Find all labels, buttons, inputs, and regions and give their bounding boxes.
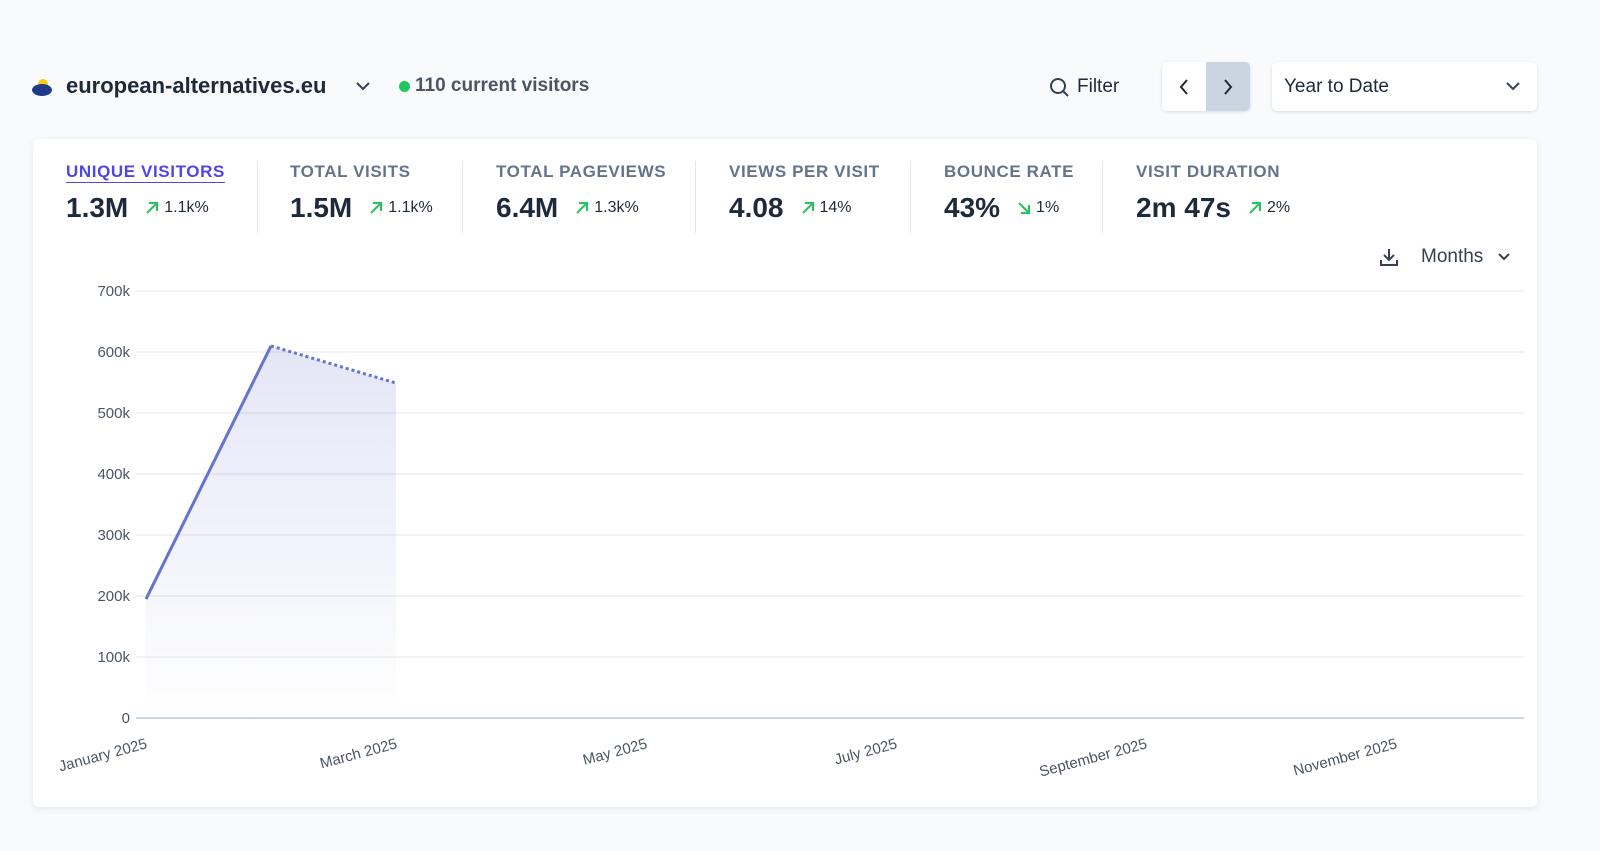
- y-tick-label: 500k: [97, 405, 130, 422]
- arrow-path: [146, 202, 159, 214]
- change-text: 2%: [1266, 199, 1291, 216]
- site-chevron[interactable]: [354, 79, 372, 93]
- metric-label: VISIT DURATION: [1136, 162, 1281, 181]
- metric[interactable]: VIEWS PER VISIT 4.08 14%: [729, 162, 880, 224]
- metric[interactable]: TOTAL PAGEVIEWS 6.4M 1.3k%: [496, 162, 666, 224]
- metric-value: 6.4M: [496, 192, 559, 223]
- metric-change: 2%: [1247, 199, 1290, 217]
- metric-change: 1.3k%: [574, 199, 639, 217]
- y-tick-label: 200k: [97, 588, 130, 605]
- metric-change: 1%: [1016, 199, 1059, 217]
- metric-value: 1.3M: [66, 192, 129, 223]
- metric-divider: [910, 161, 911, 233]
- live-dot: [399, 81, 410, 92]
- line-incomplete: [270, 344, 397, 385]
- metric-change: 14%: [800, 199, 852, 217]
- site-icon: [32, 79, 52, 96]
- change-arrow: [801, 202, 814, 214]
- metric-label: BOUNCE RATE: [944, 162, 1075, 181]
- metric-divider: [1102, 161, 1103, 233]
- metric[interactable]: TOTAL VISITS 1.5M 1.1k%: [290, 162, 433, 224]
- metric-change: 1.1k%: [144, 199, 209, 217]
- metric-label: TOTAL VISITS: [290, 162, 411, 181]
- change-text: 1%: [1036, 199, 1060, 216]
- y-tick-label: 0: [122, 710, 130, 727]
- metric-divider: [257, 161, 258, 233]
- download-button[interactable]: [1378, 246, 1400, 268]
- metric-value: 1.5M: [290, 192, 353, 223]
- metric[interactable]: UNIQUE VISITORS 1.3M 1.1k%: [66, 162, 225, 224]
- area: [146, 345, 396, 718]
- metric-row: 43% 1%: [944, 192, 1074, 224]
- period-nav: [1162, 62, 1250, 111]
- metric-row: 6.4M 1.3k%: [496, 192, 666, 224]
- metric-row: 1.3M 1.1k%: [66, 192, 225, 224]
- y-tick-label: 700k: [97, 283, 130, 300]
- change-arrow: [1018, 202, 1031, 214]
- metric-label: UNIQUE VISITORS: [66, 162, 225, 181]
- metric-label: VIEWS PER VISIT: [729, 162, 880, 181]
- x-tick-label: January 2025: [57, 735, 149, 775]
- x-tick-label: May 2025: [581, 735, 649, 768]
- metric-row: 4.08 14%: [729, 192, 880, 224]
- metric-divider: [695, 161, 696, 233]
- x-tick-label: September 2025: [1037, 735, 1149, 780]
- line: [144, 345, 273, 600]
- x-tick-label: March 2025: [318, 735, 399, 772]
- metric-divider: [462, 161, 463, 233]
- arrow-path: [1249, 202, 1261, 214]
- period-label: Year to Date: [1284, 76, 1389, 97]
- y-tick-label: 100k: [97, 649, 130, 666]
- metric[interactable]: VISIT DURATION 2m 47s 2%: [1136, 162, 1290, 224]
- change-text: 1.1k%: [388, 199, 433, 216]
- metric-label: TOTAL PAGEVIEWS: [496, 162, 667, 181]
- site-name[interactable]: european-alternatives.eu: [66, 73, 327, 98]
- interval-chevron[interactable]: [1496, 250, 1512, 264]
- metric[interactable]: BOUNCE RATE 43% 1%: [944, 162, 1074, 224]
- metric-value: 4.08: [729, 192, 784, 223]
- metric-row: 1.5M 1.1k%: [290, 192, 433, 224]
- change-text: 1.3k%: [594, 199, 639, 216]
- change-arrow: [370, 202, 383, 214]
- arrow-path: [370, 202, 383, 214]
- arrow-path: [576, 202, 589, 214]
- change-arrow: [1249, 202, 1261, 214]
- arrow-path: [1018, 202, 1031, 214]
- change-arrow: [576, 202, 589, 214]
- period-select[interactable]: Year to Date: [1272, 62, 1537, 111]
- change-text: 1.1k%: [164, 199, 209, 216]
- metric-row: 2m 47s 2%: [1136, 192, 1290, 224]
- metric-value: 2m 47s: [1136, 192, 1231, 223]
- interval-select[interactable]: Months: [1421, 246, 1484, 267]
- filter-button[interactable]: Filter: [1077, 76, 1120, 97]
- change-text: 14%: [819, 199, 852, 216]
- filter-icon[interactable]: [1048, 76, 1070, 98]
- x-tick-label: November 2025: [1292, 735, 1399, 779]
- metric-value: 43%: [944, 192, 1001, 223]
- y-tick-label: 400k: [97, 466, 130, 483]
- period-chevron: [1506, 82, 1520, 91]
- x-tick-label: July 2025: [833, 735, 899, 768]
- arrow-path: [801, 202, 814, 214]
- change-arrow: [146, 202, 159, 214]
- current-visitors[interactable]: 110 current visitors: [415, 75, 590, 96]
- metric-change: 1.1k%: [368, 199, 433, 217]
- prev-button[interactable]: [1162, 62, 1206, 111]
- y-tick-label: 600k: [97, 344, 130, 361]
- y-tick-label: 300k: [97, 527, 130, 544]
- next-button[interactable]: [1206, 62, 1250, 111]
